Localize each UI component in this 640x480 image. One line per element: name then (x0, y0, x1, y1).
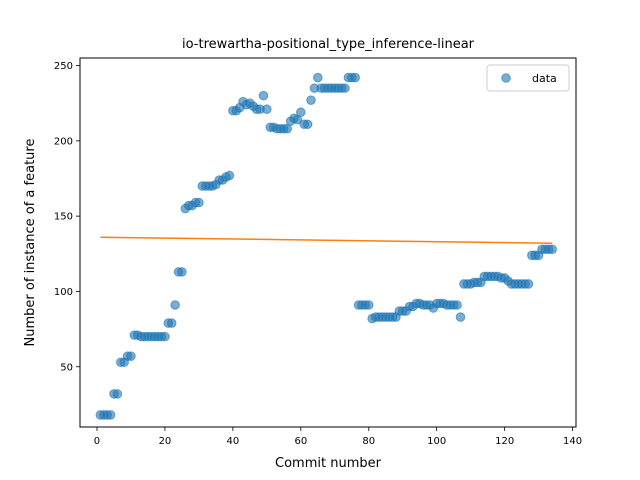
data-point (112, 389, 123, 399)
data-point (452, 300, 462, 310)
data-point (313, 72, 323, 83)
data-point (170, 300, 180, 310)
data-point (262, 104, 272, 115)
x-tick-label: 0 (94, 436, 100, 447)
x-tick-label: 40 (227, 436, 240, 447)
x-tick-label: 120 (495, 436, 514, 447)
data-point (350, 72, 360, 83)
y-tick-label: 50 (60, 362, 73, 373)
y-tick-label: 200 (54, 136, 73, 147)
data-point (547, 244, 558, 255)
x-tick-label: 20 (159, 436, 172, 447)
data-point (296, 107, 306, 118)
chart-title: io-trewartha-positional_type_inference-l… (182, 37, 475, 52)
legend-marker (501, 73, 511, 83)
data-point (224, 170, 235, 181)
legend: data (486, 64, 570, 92)
axes: 0 20 40 60 80 100 120 140 50 100 150 200 250 (54, 61, 582, 447)
data-point (105, 410, 116, 420)
x-tick-label: 80 (362, 436, 375, 447)
legend-box (486, 64, 570, 92)
data-point (166, 318, 177, 328)
data-point (302, 119, 313, 130)
data-point (523, 279, 534, 289)
data-point (160, 331, 170, 342)
y-tick-label: 100 (54, 287, 73, 298)
fit-line (100, 236, 553, 245)
x-tick-label: 60 (294, 436, 307, 447)
y-tick-label: 250 (54, 61, 73, 72)
plot-frame (79, 57, 577, 428)
data-point (258, 90, 269, 101)
data-point (363, 300, 374, 310)
x-axis-label: Commit number (275, 456, 382, 471)
data-point (194, 197, 204, 208)
data-point (126, 351, 136, 362)
plot-area (95, 72, 558, 420)
x-tick-label: 140 (563, 436, 582, 447)
y-axis-label: Number of instance of a feature (23, 139, 38, 347)
data-point (177, 267, 187, 277)
data-point (306, 95, 316, 105)
y-tick-label: 150 (54, 212, 73, 223)
legend-label: data (532, 72, 557, 85)
data-point (340, 83, 350, 93)
x-tick-label: 100 (427, 436, 446, 447)
data-point (455, 312, 466, 322)
